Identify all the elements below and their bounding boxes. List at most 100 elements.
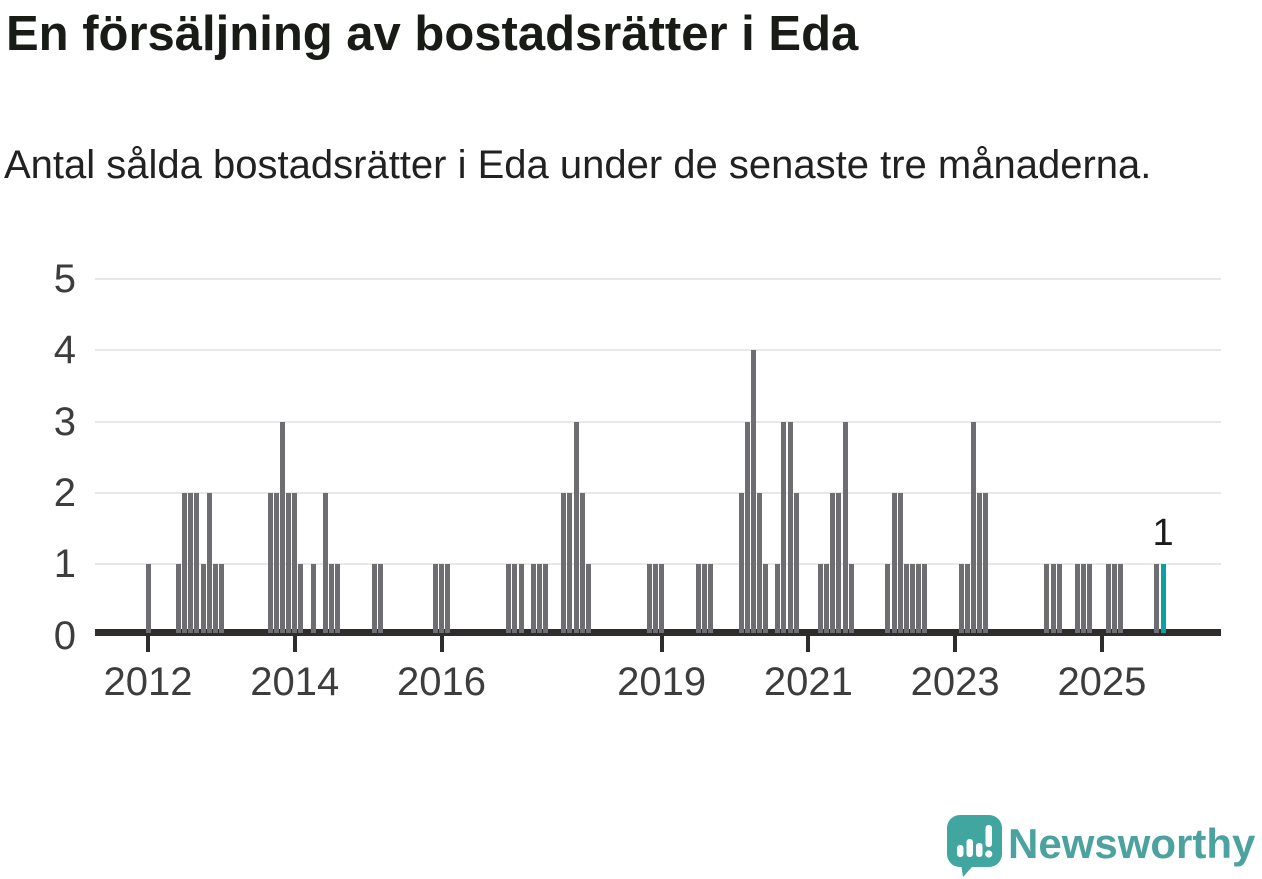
bar-2012-08 (188, 492, 194, 633)
bar-2013-10 (273, 492, 279, 633)
bar-2014-07 (328, 564, 334, 633)
x-axis-tick-2014 (292, 636, 297, 652)
bar-2025-10 (1154, 564, 1160, 633)
bar-2017-09 (561, 492, 567, 633)
bar-2025-04 (1117, 564, 1123, 633)
gridline-3 (95, 420, 1221, 423)
bar-2018-01 (585, 564, 591, 633)
x-axis-tick-2021 (806, 636, 811, 652)
bar-value-label: 1 (1152, 512, 1174, 555)
bar-2024-09 (1074, 564, 1080, 633)
bar-2012-07 (182, 492, 188, 633)
bar-2012-06 (176, 564, 182, 633)
bar-2022-06 (909, 564, 915, 633)
bar-2021-07 (842, 421, 848, 633)
bar-2016-12 (506, 564, 512, 633)
gridline-5 (95, 278, 1221, 280)
bar-2022-07 (915, 564, 921, 633)
bar-2012-10 (200, 564, 206, 633)
bar-2021-04 (824, 564, 830, 633)
bar-2017-05 (536, 564, 542, 633)
bar-2012-12 (212, 564, 218, 633)
bar-2020-10 (787, 421, 793, 633)
x-axis-tick-2023 (953, 636, 958, 652)
bar-2014-01 (292, 492, 298, 633)
x-axis-label-2012: 2012 (103, 660, 193, 704)
bar-2023-05 (977, 492, 983, 633)
bar-2023-03 (964, 564, 970, 633)
bar-2014-08 (335, 564, 341, 633)
y-axis-label-2: 2 (53, 470, 76, 515)
bar-2020-06 (763, 564, 769, 633)
bar-2024-04 (1044, 564, 1050, 633)
bar-2022-08 (922, 564, 928, 633)
x-axis-label-2016: 2016 (397, 660, 486, 704)
y-axis-label-3: 3 (53, 399, 76, 444)
newsworthy-logo (946, 814, 1004, 878)
bar-2018-11 (646, 564, 652, 633)
bar-2013-01 (218, 564, 224, 633)
bar-2015-03 (377, 564, 383, 633)
newsworthy-logo-icon (947, 815, 1002, 877)
bar-2015-12 (432, 564, 438, 633)
bar-2025-02 (1105, 564, 1111, 633)
x-axis-label-2025: 2025 (1057, 660, 1147, 704)
bar-2022-05 (903, 564, 909, 633)
chart-title: En försäljning av bostadsrätter i Eda (6, 7, 859, 61)
bar-2016-01 (439, 564, 445, 633)
bar-2019-09 (708, 564, 714, 633)
x-axis-tick-2019 (659, 636, 664, 652)
newsworthy-brand-text: Newsworthy (1008, 820, 1256, 867)
x-axis-label-2023: 2023 (910, 660, 1000, 704)
bar-2023-06 (983, 492, 989, 633)
bar-2024-11 (1087, 564, 1093, 633)
bar-2019-01 (659, 564, 665, 633)
bar-2013-11 (280, 421, 286, 633)
bar-2025-03 (1111, 564, 1117, 633)
bar-2024-05 (1050, 564, 1056, 633)
bar-2020-03 (744, 421, 750, 633)
bar-2020-11 (793, 492, 799, 633)
bar-2012-09 (194, 492, 200, 633)
bar-2019-07 (695, 564, 701, 633)
bar-2024-06 (1056, 564, 1062, 633)
bar-2017-04 (530, 564, 536, 633)
gridline-2 (95, 491, 1221, 494)
y-axis-label-4: 4 (53, 328, 76, 373)
x-axis-tick-2012 (146, 636, 150, 652)
y-axis-label-5: 5 (53, 257, 76, 301)
bar-2020-05 (757, 492, 762, 633)
bar-2012-01 (145, 564, 151, 633)
bar-2024-10 (1081, 564, 1087, 633)
bar-2020-08 (775, 564, 781, 633)
bar-2017-06 (542, 564, 548, 633)
y-axis-label-1: 1 (53, 542, 76, 587)
x-axis-label-2014: 2014 (250, 660, 340, 704)
gridline-4 (95, 349, 1221, 352)
bar-2017-11 (573, 421, 579, 633)
x-axis-tick-2025 (1099, 636, 1104, 652)
bar-2021-03 (818, 564, 824, 633)
bar-highlight-2025-11 (1160, 564, 1166, 633)
bar-2012-11 (206, 492, 212, 633)
bar-2021-06 (836, 492, 842, 633)
bar-2017-01 (512, 564, 518, 633)
x-axis-label-2021: 2021 (763, 660, 853, 704)
bar-2014-04 (310, 564, 316, 633)
chart-subtitle: Antal sålda bostadsrätter i Eda under de… (4, 143, 1152, 187)
bar-2022-02 (885, 564, 891, 633)
bar-2023-04 (971, 421, 977, 633)
bar-2016-02 (445, 564, 451, 633)
bar-2022-04 (897, 492, 903, 633)
x-axis-tick-2016 (439, 636, 444, 652)
bar-2013-12 (286, 492, 292, 633)
bar-2020-09 (781, 421, 787, 633)
bar-2022-03 (891, 492, 897, 633)
bar-2017-12 (579, 492, 585, 633)
bar-2019-08 (701, 564, 707, 633)
bar-2014-02 (298, 564, 304, 633)
bar-2021-05 (830, 492, 836, 633)
bar-2015-02 (371, 564, 377, 633)
